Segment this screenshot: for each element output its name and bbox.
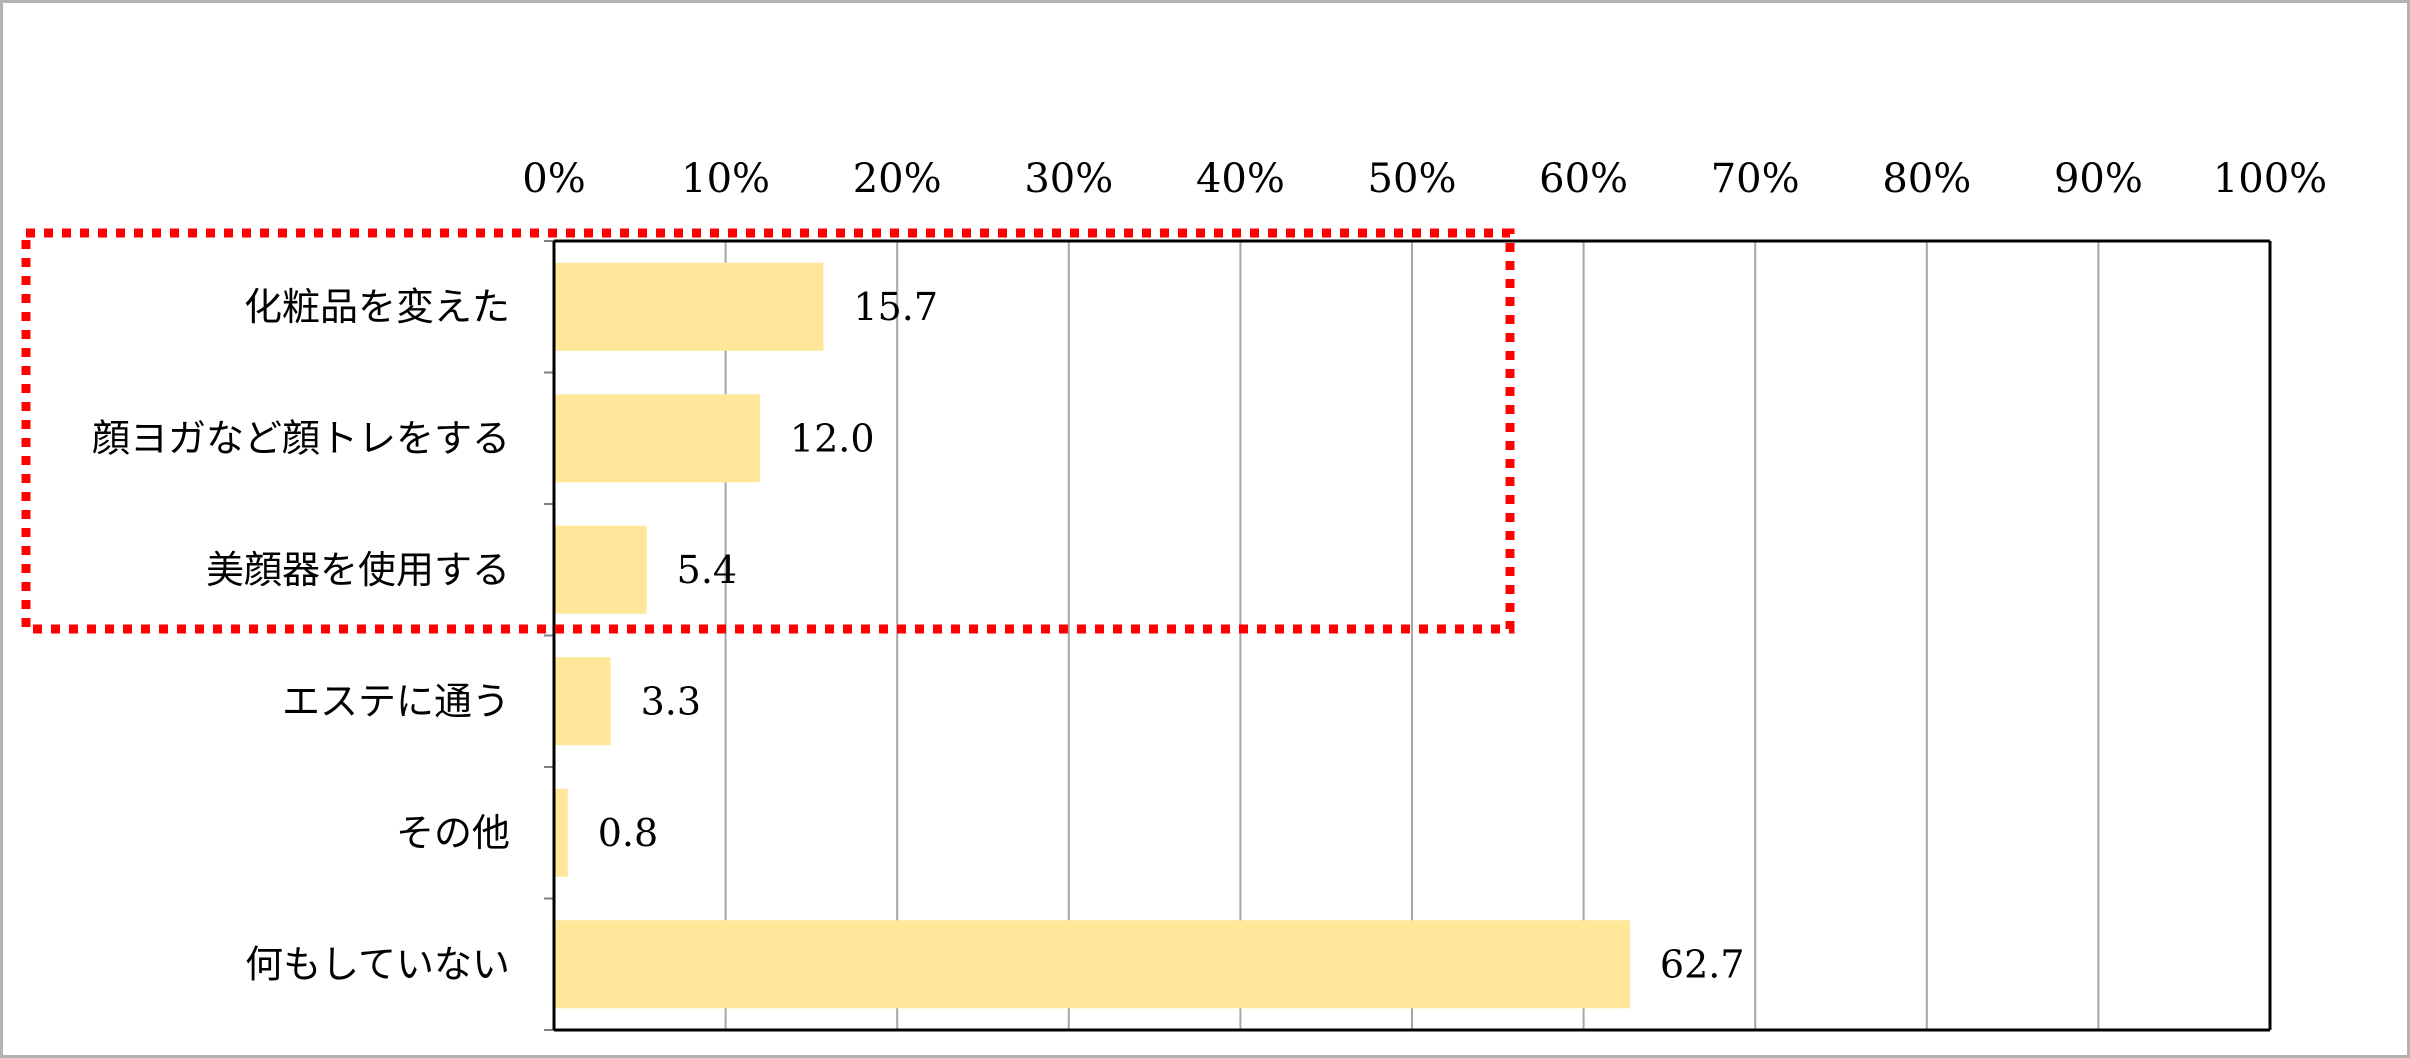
gridlines (724, 241, 2100, 1030)
bar (554, 525, 647, 614)
x-tick-label: 0% (522, 156, 585, 202)
bar (554, 920, 1630, 1009)
labels: 0% 10% 20% 30% 40% 50% 60% 70% 80% 90% 100% 化粧品を変えた… (92, 156, 2327, 986)
category-label: 何もしていない (245, 942, 510, 986)
bars (554, 262, 1630, 1009)
axes (544, 239, 2272, 1032)
highlight-box (21, 228, 1515, 634)
category-label: 美顔器を使用する (206, 548, 510, 592)
data-label: 62.7 (1660, 942, 1745, 986)
x-tick-label: 50% (1368, 156, 1457, 202)
bar (554, 262, 824, 351)
data-label: 5.4 (677, 548, 737, 592)
x-tick-label: 100% (2213, 156, 2327, 202)
data-label: 12.0 (790, 416, 875, 460)
x-tick-label: 40% (1196, 156, 1285, 202)
category-label: 顔ヨガなど顔トレをする (92, 416, 510, 460)
category-label: その他 (396, 811, 510, 855)
x-tick-label: 70% (1711, 156, 1800, 202)
data-label: 0.8 (598, 811, 658, 855)
x-tick-label: 30% (1024, 156, 1113, 202)
bar (554, 788, 568, 877)
bar (554, 657, 611, 746)
x-tick-label: 60% (1539, 156, 1628, 202)
data-label: 15.7 (853, 285, 938, 329)
x-tick-label: 20% (853, 156, 942, 202)
x-tick-label: 90% (2054, 156, 2143, 202)
x-tick-label: 80% (1882, 156, 1971, 202)
bar (554, 394, 760, 483)
data-label: 3.3 (641, 679, 701, 723)
category-label: エステに通う (282, 679, 510, 723)
x-tick-label: 10% (681, 156, 770, 202)
category-label: 化粧品を変えた (244, 285, 510, 329)
